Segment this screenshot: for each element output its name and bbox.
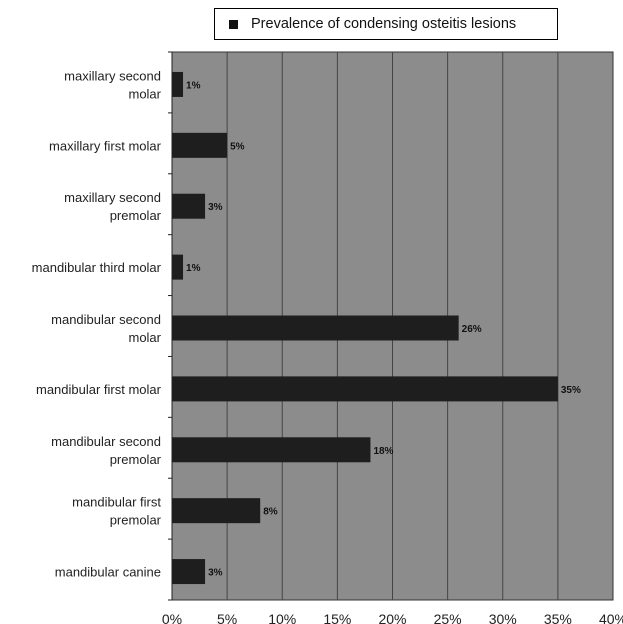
data-label: 35% [561,385,581,396]
legend-label: Prevalence of condensing osteitis lesion… [251,16,517,32]
data-label: 1% [186,263,201,274]
bar [172,315,459,341]
x-tick-label: 5% [217,611,237,624]
category-label: maxillary first molar [49,138,162,153]
bar [172,376,558,402]
data-label: 5% [230,141,245,152]
bar [172,132,228,158]
legend: Prevalence of condensing osteitis lesion… [214,8,558,40]
x-tick-label: 40% [599,611,623,624]
bar [172,193,206,219]
bar [172,437,371,463]
data-label: 1% [186,80,201,91]
bar [172,71,184,97]
category-label: mandibular second [51,312,161,327]
category-label: mandibular first [72,495,161,510]
bar [172,498,261,524]
category-label: premolar [110,513,162,528]
bar [172,254,184,280]
x-tick-label: 15% [323,611,351,624]
category-label: mandibular second [51,434,161,449]
data-label: 8% [263,507,278,518]
category-label: mandibular third molar [32,260,162,275]
x-tick-label: 20% [378,611,406,624]
x-tick-label: 25% [434,611,462,624]
legend-swatch [229,20,238,29]
data-label: 3% [208,568,223,579]
category-label: molar [128,330,161,345]
data-label: 3% [208,202,223,213]
bar [172,559,206,585]
category-label: mandibular canine [55,565,161,580]
category-label: premolar [110,208,162,223]
data-label: 18% [373,446,393,457]
x-tick-label: 30% [489,611,517,624]
category-label: molar [128,86,161,101]
category-label: mandibular first molar [36,382,162,397]
data-label: 26% [462,324,482,335]
category-label: maxillary second [64,68,161,83]
category-label: premolar [110,452,162,467]
x-tick-label: 35% [544,611,572,624]
category-label: maxillary second [64,190,161,205]
x-tick-label: 0% [162,611,182,624]
x-tick-label: 10% [268,611,296,624]
